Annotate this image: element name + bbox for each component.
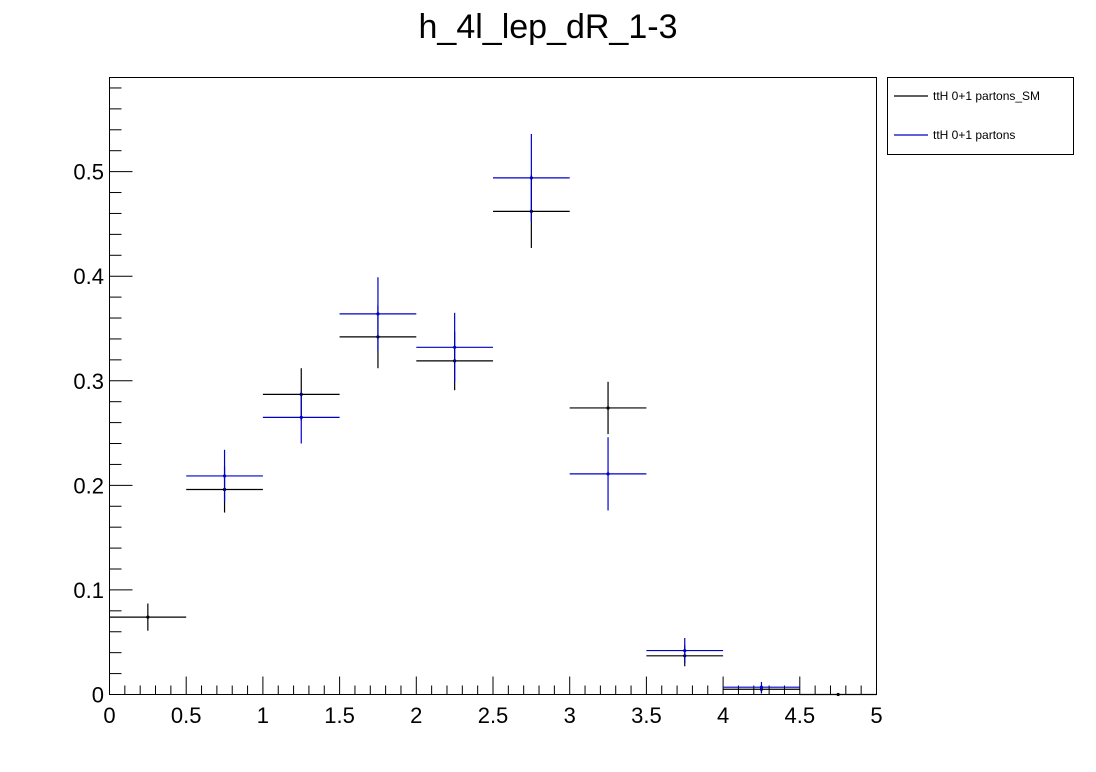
x-tick-label: 3 [564,703,576,728]
plot-frame [109,77,877,695]
data-point [339,277,417,351]
data-marker [146,615,150,619]
legend-entry: ttH 0+1 partons_SM [894,89,1040,103]
data-marker [453,345,457,349]
series-ttH-partons-SM [109,174,877,697]
chart-title: h_4l_lep_dR_1-3 [419,8,678,46]
data-point [262,391,340,444]
x-tick-label: 5 [870,703,882,728]
data-point [416,312,493,382]
legend: ttH 0+1 partons_SM ttH 0+1 partons [887,77,1074,155]
x-tick-label: 0.5 [171,703,202,728]
data-marker [759,685,764,689]
legend-label: ttH 0+1 partons [933,128,1015,142]
y-tick-label: 0.4 [73,264,104,289]
y-tick-label: 0.3 [73,369,104,394]
x-tick-label: 0 [103,703,115,728]
data-marker [606,472,610,476]
x-tick-label: 1.5 [324,703,355,728]
data-marker [683,648,687,653]
y-tick-label: 0.2 [73,473,104,498]
x-tick-label: 4.5 [785,703,816,728]
data-marker [836,692,840,697]
x-tick-label: 3.5 [631,703,662,728]
data-marker [529,176,533,180]
axes: 0 0.5 1 1.5 2 2.5 3 3.5 4 4.5 5 0 0.1 0.2 0.3 0.4 0.5 [73,87,883,728]
legend-box [887,77,1074,155]
legend-label: ttH 0+1 partons_SM [933,89,1040,103]
data-point [493,133,570,222]
data-marker [299,415,303,419]
legend-entry: ttH 0+1 partons [894,128,1015,142]
series-layer [109,133,877,697]
y-tick-label: 0.5 [73,160,104,185]
data-marker [376,312,380,316]
series-ttH-partons [186,133,800,693]
data-point [569,437,647,511]
x-tick-label: 2 [410,703,422,728]
data-point [723,681,800,693]
data-point [799,692,877,697]
y-tick-label: 0.1 [73,578,104,603]
y-tick-label: 0 [92,683,104,708]
x-tick-label: 2.5 [478,703,509,728]
data-point [569,381,647,435]
data-point [646,638,724,664]
x-tick-label: 1 [257,703,269,728]
data-point [186,449,263,503]
data-marker [222,474,227,478]
data-marker [606,406,610,410]
x-tick-label: 4 [717,703,729,728]
data-point [109,603,187,631]
